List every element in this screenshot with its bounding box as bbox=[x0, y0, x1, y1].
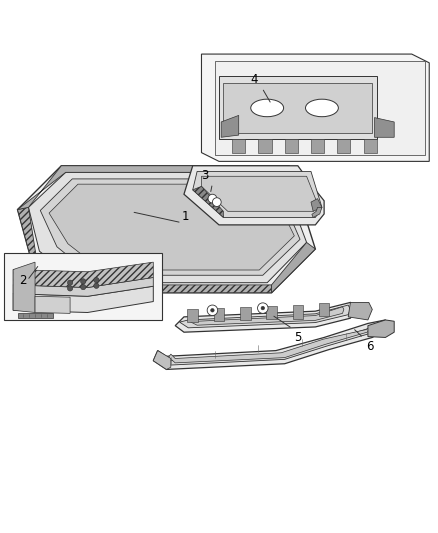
Polygon shape bbox=[49, 184, 294, 270]
Polygon shape bbox=[153, 351, 171, 369]
Polygon shape bbox=[215, 61, 425, 155]
Polygon shape bbox=[311, 199, 322, 211]
Circle shape bbox=[94, 278, 99, 282]
Polygon shape bbox=[35, 296, 70, 313]
Polygon shape bbox=[187, 309, 198, 322]
Polygon shape bbox=[40, 179, 300, 275]
Polygon shape bbox=[188, 307, 344, 325]
Polygon shape bbox=[214, 308, 224, 321]
Circle shape bbox=[211, 309, 214, 312]
Text: 3: 3 bbox=[201, 169, 208, 182]
Polygon shape bbox=[337, 140, 350, 152]
Circle shape bbox=[67, 286, 73, 291]
Text: 4: 4 bbox=[250, 73, 258, 86]
Polygon shape bbox=[4, 253, 162, 320]
Polygon shape bbox=[193, 172, 322, 217]
Ellipse shape bbox=[305, 99, 338, 117]
Polygon shape bbox=[266, 306, 277, 319]
Polygon shape bbox=[364, 140, 377, 152]
Polygon shape bbox=[319, 303, 329, 317]
Text: 2: 2 bbox=[19, 274, 27, 287]
Circle shape bbox=[212, 198, 221, 206]
Polygon shape bbox=[13, 278, 153, 296]
Circle shape bbox=[67, 280, 73, 285]
Polygon shape bbox=[221, 115, 239, 138]
Circle shape bbox=[207, 305, 218, 316]
Text: 6: 6 bbox=[366, 340, 373, 353]
Polygon shape bbox=[180, 305, 350, 328]
Polygon shape bbox=[18, 313, 53, 318]
Polygon shape bbox=[348, 302, 372, 320]
Polygon shape bbox=[153, 320, 385, 369]
Polygon shape bbox=[201, 176, 318, 211]
Polygon shape bbox=[219, 76, 377, 140]
Circle shape bbox=[94, 283, 99, 288]
Polygon shape bbox=[311, 140, 324, 152]
Polygon shape bbox=[18, 207, 36, 258]
Circle shape bbox=[81, 285, 86, 290]
Polygon shape bbox=[285, 140, 298, 152]
Polygon shape bbox=[193, 187, 223, 217]
Polygon shape bbox=[175, 302, 355, 332]
Circle shape bbox=[258, 303, 268, 313]
Polygon shape bbox=[13, 262, 35, 312]
Polygon shape bbox=[13, 286, 153, 312]
Ellipse shape bbox=[251, 99, 284, 117]
Text: 5: 5 bbox=[294, 331, 302, 344]
Circle shape bbox=[208, 194, 217, 203]
Polygon shape bbox=[162, 324, 379, 365]
Polygon shape bbox=[293, 305, 303, 319]
Polygon shape bbox=[312, 207, 322, 217]
Circle shape bbox=[81, 279, 86, 284]
Polygon shape bbox=[258, 140, 272, 152]
Polygon shape bbox=[31, 255, 272, 293]
Polygon shape bbox=[28, 172, 307, 282]
Polygon shape bbox=[374, 118, 394, 138]
Polygon shape bbox=[272, 243, 315, 293]
Polygon shape bbox=[223, 83, 372, 133]
Polygon shape bbox=[13, 262, 153, 287]
Text: 1: 1 bbox=[182, 209, 189, 223]
Polygon shape bbox=[232, 140, 245, 152]
Polygon shape bbox=[18, 166, 289, 209]
Polygon shape bbox=[201, 54, 429, 161]
Polygon shape bbox=[18, 166, 315, 293]
Polygon shape bbox=[169, 324, 375, 363]
Polygon shape bbox=[240, 307, 251, 320]
Polygon shape bbox=[368, 320, 394, 337]
Circle shape bbox=[261, 306, 265, 310]
Polygon shape bbox=[184, 166, 324, 225]
